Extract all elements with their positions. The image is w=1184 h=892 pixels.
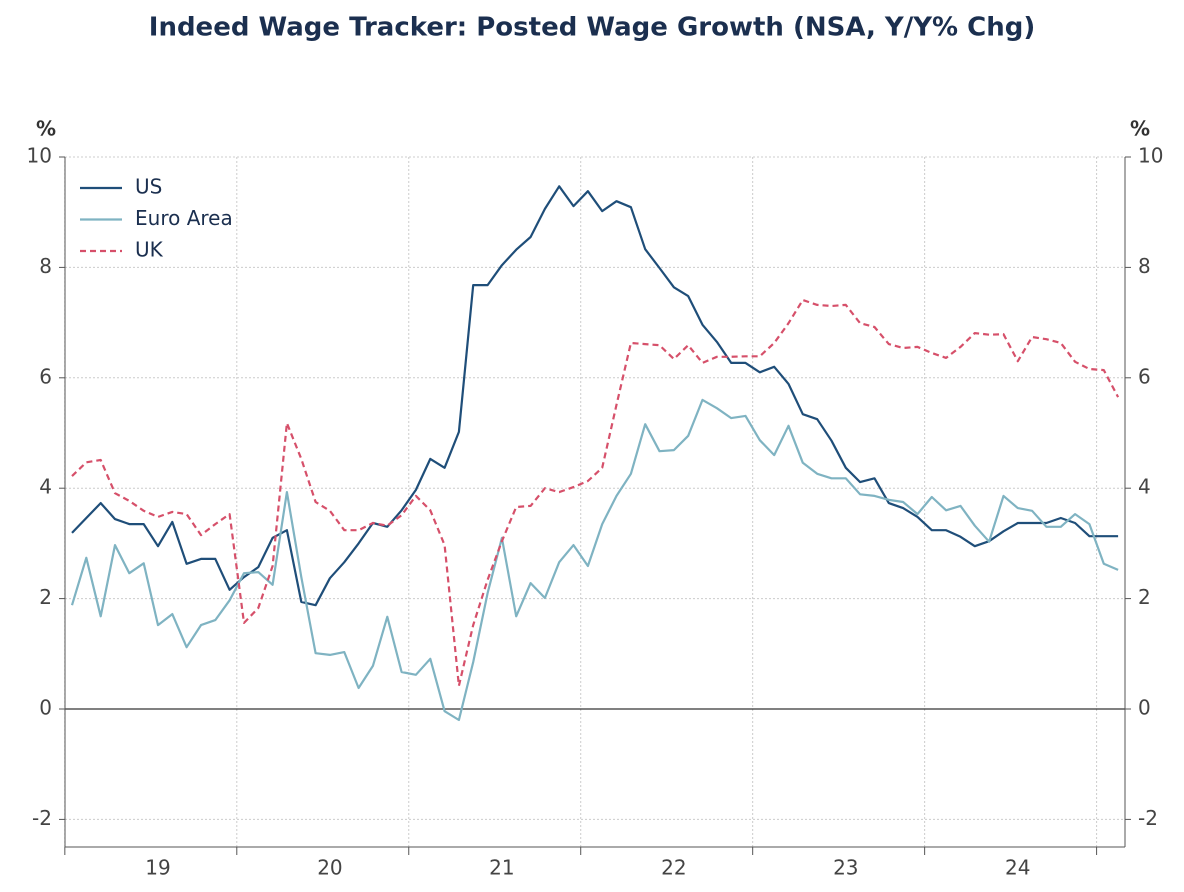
- y-tick-label: -2: [32, 806, 52, 830]
- y-tick-label: 2: [39, 585, 52, 609]
- y2-tick-label: 6: [1138, 364, 1151, 388]
- line-series: [71, 298, 1120, 687]
- x-tick-label: 23: [833, 856, 858, 880]
- legend-label: Euro Area: [135, 206, 233, 230]
- chart-title: Indeed Wage Tracker: Posted Wage Growth …: [149, 13, 1035, 43]
- x-tick-label: 24: [1005, 856, 1030, 880]
- y-tick-label: 10: [27, 144, 52, 168]
- legend-label: US: [135, 175, 162, 199]
- x-tick-label: 22: [661, 856, 686, 880]
- y2-tick-label: -2: [1138, 806, 1158, 830]
- y-tick-label: 4: [39, 475, 52, 499]
- y-tick-label: 8: [39, 254, 52, 278]
- y2-tick-label: 8: [1138, 254, 1151, 278]
- y2-tick-label: 10: [1138, 144, 1163, 168]
- x-tick-label: 20: [317, 856, 342, 880]
- y2-axis-label: %: [1130, 117, 1150, 141]
- y2-tick-label: 0: [1138, 696, 1151, 720]
- x-tick-label: 21: [489, 856, 514, 880]
- line-series: [71, 185, 1119, 607]
- line-series: [70, 398, 1119, 722]
- y-tick-label: 0: [39, 696, 52, 720]
- legend-label: UK: [135, 238, 164, 262]
- x-tick-label: 19: [145, 856, 170, 880]
- y-axis-label: %: [36, 117, 56, 141]
- y2-tick-label: 2: [1138, 585, 1151, 609]
- y2-tick-label: 4: [1138, 475, 1151, 499]
- y-tick-label: 6: [39, 364, 52, 388]
